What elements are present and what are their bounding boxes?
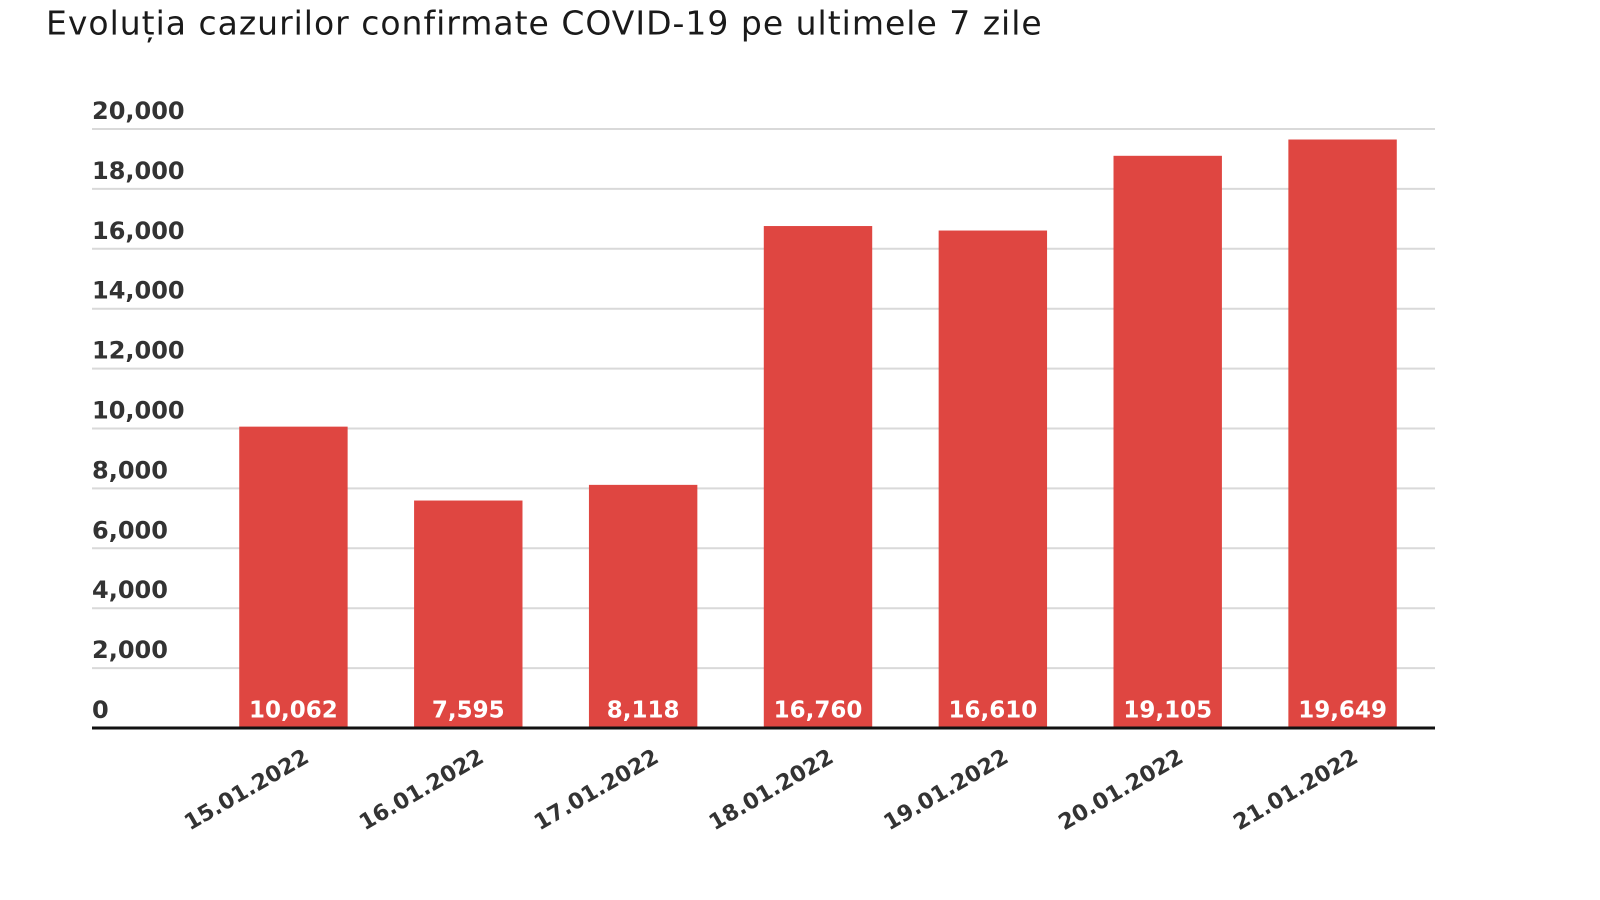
y-tick-label: 8,000 bbox=[92, 456, 168, 484]
y-tick-label: 6,000 bbox=[92, 516, 168, 544]
bar bbox=[239, 426, 348, 728]
x-tick-label: 17.01.2022 bbox=[530, 745, 663, 836]
x-tick-label: 15.01.2022 bbox=[180, 745, 313, 836]
bar bbox=[1288, 139, 1397, 728]
bar bbox=[1113, 155, 1222, 729]
x-tick-label: 21.01.2022 bbox=[1230, 745, 1363, 836]
y-tick-label: 20,000 bbox=[92, 97, 185, 125]
value-label: 7,595 bbox=[432, 698, 505, 724]
y-tick-label: 10,000 bbox=[92, 397, 185, 425]
x-tick-label: 16.01.2022 bbox=[355, 745, 488, 836]
bar bbox=[763, 226, 873, 728]
y-tick-label: 4,000 bbox=[92, 576, 168, 604]
y-tick-label: 12,000 bbox=[92, 337, 185, 365]
chart-title: Evoluția cazurilor confirmate COVID-19 p… bbox=[46, 4, 1043, 44]
bar bbox=[938, 230, 1048, 728]
value-label: 8,118 bbox=[607, 698, 680, 724]
value-label: 19,105 bbox=[1123, 698, 1212, 724]
y-tick-label: 2,000 bbox=[92, 636, 168, 664]
y-tick-label: 18,000 bbox=[92, 157, 185, 185]
x-tick-label: 20.01.2022 bbox=[1055, 745, 1188, 836]
bar bbox=[414, 500, 523, 728]
value-label: 10,062 bbox=[249, 698, 338, 724]
y-tick-label: 0 bbox=[92, 696, 109, 724]
value-label: 16,760 bbox=[774, 698, 863, 724]
x-tick-label: 19.01.2022 bbox=[880, 745, 1013, 836]
bar bbox=[588, 484, 698, 728]
value-label: 19,649 bbox=[1298, 698, 1387, 724]
y-tick-label: 16,000 bbox=[92, 217, 185, 245]
value-label: 16,610 bbox=[948, 698, 1037, 724]
y-tick-label: 14,000 bbox=[92, 277, 185, 305]
x-tick-label: 18.01.2022 bbox=[705, 745, 838, 836]
